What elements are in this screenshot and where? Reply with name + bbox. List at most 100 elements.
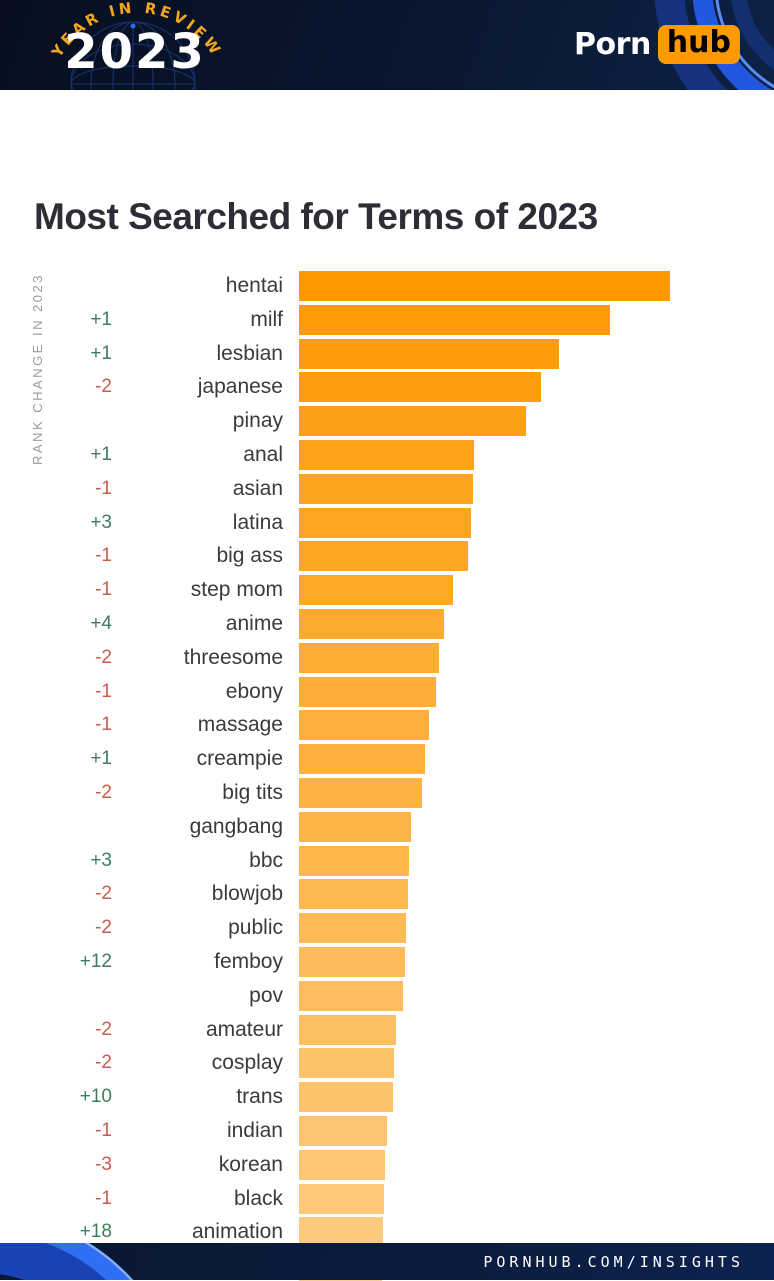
rank-change: +18 (79, 1221, 112, 1243)
bar (299, 1048, 394, 1079)
term-label: ebony (225, 679, 283, 703)
term-label: asian (232, 476, 283, 500)
chart-row: pov (0, 980, 670, 1011)
chart-row: -2 cosplay (0, 1048, 670, 1079)
chart-row: -1 step mom (0, 575, 670, 606)
term-label: gangbang (189, 814, 283, 838)
rank-change: -1 (95, 680, 112, 702)
bar (299, 913, 406, 944)
bar (299, 575, 453, 606)
arc-text: YEAR IN REVIEW (47, 0, 222, 61)
chart-row: pinay (0, 406, 670, 437)
bar (299, 304, 610, 335)
chart-row: +1 milf (0, 304, 670, 335)
term-label: milf (250, 307, 283, 331)
rank-change: +1 (90, 443, 112, 465)
rank-change: -3 (95, 1153, 112, 1175)
rank-change: -1 (95, 579, 112, 601)
header-banner: YEAR IN REVIEW 2023 Porn hub (0, 0, 774, 90)
bar (299, 338, 559, 369)
bar (299, 1082, 393, 1113)
term-label: big ass (216, 544, 283, 568)
term-label: pinay (232, 409, 283, 433)
term-label: anime (225, 611, 283, 635)
term-label: indian (226, 1118, 283, 1142)
term-label: animation (191, 1220, 283, 1244)
bar (299, 676, 436, 707)
rank-change: -1 (95, 477, 112, 499)
rank-change: +4 (90, 612, 112, 634)
badge-year-text: 2023 (64, 24, 206, 80)
rank-change: -1 (95, 545, 112, 567)
decorative-arcs-bottom-left (0, 1243, 134, 1280)
bar (299, 406, 526, 437)
term-label: blowjob (211, 882, 283, 906)
chart-row: +1 creampie (0, 744, 670, 775)
rank-change: -2 (95, 1018, 112, 1040)
rank-change: -2 (95, 883, 112, 905)
rank-change: +10 (79, 1086, 112, 1108)
chart-row: -1 massage (0, 710, 670, 741)
bar (299, 1183, 384, 1214)
term-label: korean (218, 1152, 283, 1176)
term-label: lesbian (216, 341, 283, 365)
chart-row: -2 big tits (0, 777, 670, 808)
chart-row: -2 blowjob (0, 879, 670, 910)
chart-row: +4 anime (0, 608, 670, 639)
rank-change: -2 (95, 646, 112, 668)
chart-row: -2 public (0, 913, 670, 944)
chart-row: -1 asian (0, 473, 670, 504)
chart-row: -3 korean (0, 1149, 670, 1180)
bar (299, 744, 425, 775)
rank-change: -1 (95, 714, 112, 736)
chart-row: +10 trans (0, 1082, 670, 1113)
rank-change: +1 (90, 308, 112, 330)
bar (299, 879, 408, 910)
rank-change: +3 (90, 849, 112, 871)
bar (299, 271, 670, 301)
bar (299, 439, 474, 470)
rank-change: +1 (90, 342, 112, 364)
term-label: latina (232, 510, 283, 534)
rank-change: +3 (90, 511, 112, 533)
chart-row: -2 amateur (0, 1014, 670, 1045)
term-label: step mom (190, 578, 283, 602)
page-title: Most Searched for Terms of 2023 (34, 196, 598, 237)
chart-row: +1 anal (0, 439, 670, 470)
bar (299, 946, 405, 977)
bar (299, 980, 403, 1011)
rank-change: -1 (95, 1119, 112, 1141)
globe-wireframe-icon (70, 21, 196, 90)
term-label: threesome (183, 645, 283, 669)
term-label: cosplay (211, 1051, 283, 1075)
bar (299, 1115, 387, 1146)
rank-change: -2 (95, 781, 112, 803)
bar (299, 473, 473, 504)
term-label: japanese (197, 375, 283, 399)
bar (299, 710, 429, 741)
rank-change: -2 (95, 1052, 112, 1074)
footer-url: PORNHUB.COM/INSIGHTS (483, 1252, 744, 1271)
term-label: femboy (214, 949, 283, 973)
chart-row: -2 threesome (0, 642, 670, 673)
year-in-review-badge: YEAR IN REVIEW 2023 (30, 0, 240, 90)
pornhub-logo: Porn hub (574, 25, 740, 64)
term-label: amateur (205, 1017, 283, 1041)
chart-row: -1 indian (0, 1115, 670, 1146)
bar (299, 1014, 396, 1045)
bar (299, 372, 541, 403)
term-label: anal (243, 442, 283, 466)
term-label: creampie (196, 747, 283, 771)
bar (299, 642, 439, 673)
bar (299, 507, 471, 538)
term-label: massage (197, 713, 283, 737)
logo-text-porn: Porn (574, 27, 651, 62)
rank-change: -2 (95, 376, 112, 398)
chart-row: -2 japanese (0, 372, 670, 403)
footer-banner: PORNHUB.COM/INSIGHTS (0, 1243, 774, 1280)
chart-row: +3 bbc (0, 845, 670, 876)
bar (299, 811, 411, 842)
bar (299, 1149, 385, 1180)
rank-change: -2 (95, 917, 112, 939)
chart-row: +18 animation (0, 1217, 670, 1248)
